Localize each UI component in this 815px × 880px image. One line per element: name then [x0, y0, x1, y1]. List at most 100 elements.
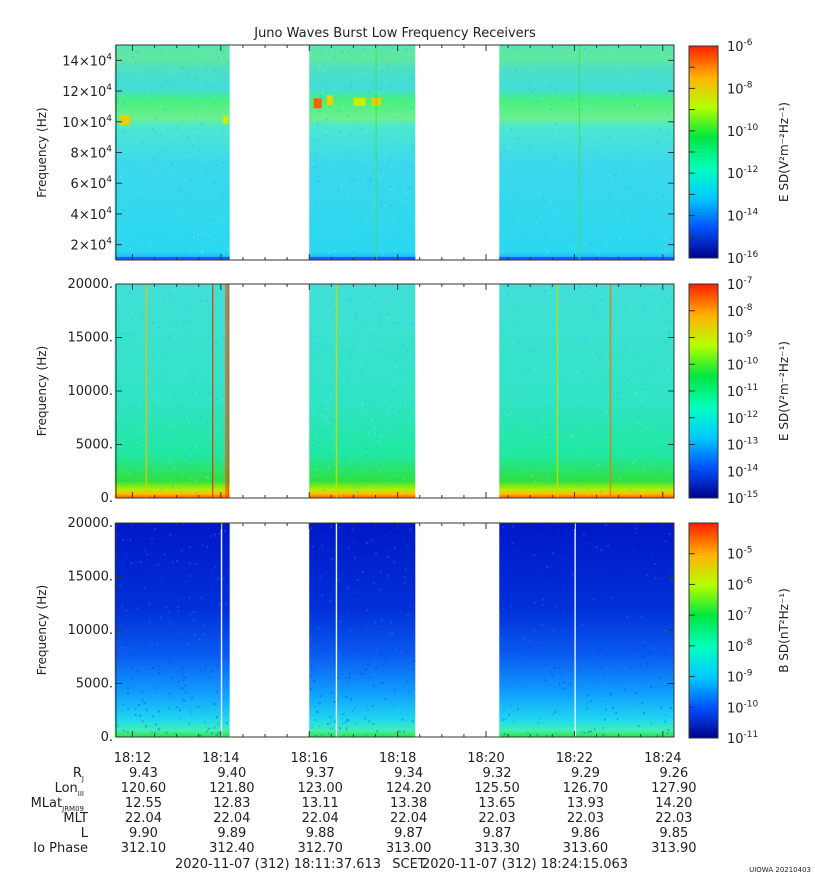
- speckle-texture: [309, 45, 415, 260]
- time-tick-label: 18:22: [556, 751, 593, 766]
- colorbar-tick-label: 10-5: [727, 546, 753, 563]
- colorbar-tick-label: 10-11: [727, 383, 758, 400]
- colorbar-tick-label: 10-6: [727, 576, 753, 593]
- colorbar-tick-label: 10-7: [727, 607, 753, 624]
- chart-title: Juno Waves Burst Low Frequency Receivers: [253, 26, 536, 41]
- time-tick-label: 18:20: [467, 751, 504, 766]
- colorbar-tick-label: 10-9: [727, 330, 753, 347]
- time-tick-label: 18:12: [114, 751, 151, 766]
- ephemeris-value: 22.03: [655, 811, 692, 826]
- ephemeris-value: 126.70: [563, 781, 609, 796]
- ephemeris-value: 123.00: [297, 781, 343, 796]
- ephemeris-value: 9.87: [394, 826, 423, 841]
- y-tick-label: 20000.: [68, 516, 114, 531]
- ephemeris-value: 12.83: [213, 796, 250, 811]
- ephemeris-value: 9.86: [571, 826, 600, 841]
- ephemeris-value: 22.04: [125, 811, 162, 826]
- data-segment: [309, 284, 416, 498]
- ephemeris-value: 22.04: [302, 811, 339, 826]
- time-axis: 18:12 18:14 18:16 18:18 18:20 18:22 18:24: [114, 751, 682, 766]
- ephemeris-value: 127.90: [651, 781, 697, 796]
- ephemeris-value: 313.90: [651, 841, 697, 856]
- ephemeris-value: 9.34: [394, 766, 423, 781]
- ephemeris-label: MLT: [63, 811, 88, 826]
- ephemeris-value: 13.38: [390, 796, 427, 811]
- speckle-texture: [309, 523, 416, 737]
- y-tick-label: 10×104: [62, 114, 112, 131]
- ephemeris-value: 9.29: [571, 766, 600, 781]
- ephemeris-value: 313.60: [563, 841, 609, 856]
- data-segment: [309, 45, 416, 260]
- emission-feature: [353, 97, 366, 106]
- y-tick-label: 0.: [101, 730, 113, 745]
- emission-line: [335, 284, 338, 498]
- emission-line: [556, 284, 559, 498]
- ephemeris-value: 9.88: [306, 826, 335, 841]
- emission-feature: [309, 256, 416, 260]
- ephemeris-label: Io Phase: [33, 841, 88, 856]
- ephemeris-value: 22.03: [567, 811, 604, 826]
- time-tick-label: 18:18: [379, 751, 416, 766]
- y-tick-label: 8×104: [71, 145, 113, 162]
- time-tick-label: 18:14: [202, 751, 239, 766]
- emission-line: [335, 523, 338, 737]
- ephemeris-value: 9.26: [659, 766, 688, 781]
- scet-label: SCET: [392, 857, 426, 872]
- emission-line: [220, 523, 223, 737]
- data-segment: [499, 45, 674, 260]
- colorbar-tick-label: 10-15: [727, 490, 758, 507]
- ephemeris-value: 121.80: [209, 781, 255, 796]
- ephemeris-value: 9.37: [306, 766, 335, 781]
- ephemeris-value: 13.93: [567, 796, 604, 811]
- emission-feature: [116, 256, 230, 260]
- ephemeris-value: 312.10: [121, 841, 167, 856]
- data-segment: [309, 523, 416, 737]
- emission-line: [375, 45, 377, 260]
- colorbar-tick-label: 10-7: [727, 276, 753, 293]
- y-tick-label: 0.: [101, 491, 113, 506]
- data-segment: [114, 284, 230, 498]
- y-axis-label: Frequency (Hz): [35, 585, 49, 676]
- ephemeris-value: 9.32: [483, 766, 512, 781]
- y-tick-label: 10000.: [68, 623, 114, 638]
- spectrogram-panels: 2×104 4×104 6×104 8×104 10×104 12×104 14×104 Fr…: [35, 38, 791, 747]
- y-axis-label: Frequency (Hz): [35, 346, 49, 437]
- y-axis-label: Frequency (Hz): [35, 107, 49, 198]
- time-range-start: 2020-11-07 (312) 18:11:37.613: [175, 857, 381, 872]
- emission-line: [145, 284, 148, 498]
- ephemeris-value: 14.20: [655, 796, 692, 811]
- colorbar-tick-label: 10-16: [727, 250, 759, 267]
- ephemeris-value: 9.89: [217, 826, 246, 841]
- colorbar-1: 10-6 10-8 10-10 10-12 10-14 10-16 E SD(V²m⁻²Hz…: [688, 38, 791, 267]
- emission-line: [225, 284, 227, 498]
- emission-feature: [120, 115, 131, 126]
- data-segment: [114, 523, 230, 737]
- ephemeris-label: L: [81, 826, 89, 841]
- ephemeris-value: 9.85: [659, 826, 688, 841]
- ephemeris-label: LonIII: [55, 781, 84, 798]
- y-tick-label: 14×104: [62, 52, 112, 69]
- ephemeris-value: 124.20: [386, 781, 432, 796]
- y-tick-label: 20000.: [68, 277, 114, 292]
- ephemeris-value: 22.03: [478, 811, 515, 826]
- ephemeris-value: 13.65: [478, 796, 515, 811]
- speckle-texture: [499, 284, 673, 498]
- credit-label: UIOWA 20210403: [749, 866, 811, 874]
- emission-line: [211, 284, 214, 498]
- speckle-texture: [114, 45, 230, 259]
- y-tick-label: 5000.: [76, 677, 113, 692]
- ephemeris-table: RJ 9.43 9.40 9.37 9.34 9.32 9.29 9.26 LonIII 120.…: [31, 766, 697, 856]
- emission-line: [227, 284, 229, 498]
- colorbar-tick-label: 10-8: [727, 303, 753, 320]
- spectrogram-panel-3: 20000. 15000. 10000. 5000. 0. Frequency (Hz): [35, 516, 675, 745]
- y-tick-label: 15000.: [68, 331, 114, 346]
- emission-feature: [326, 95, 333, 106]
- ephemeris-value: 9.43: [129, 766, 158, 781]
- ephemeris-value: 9.90: [129, 826, 158, 841]
- ephemeris-value: 12.55: [125, 796, 162, 811]
- colorbar-tick-label: 10-14: [727, 463, 759, 480]
- colorbar-2: 10-7 10-8 10-9 10-10 10-11 10-12 10-13 10-14 10-…: [688, 276, 791, 507]
- colorbar-tick-label: 10-10: [727, 123, 759, 140]
- ephemeris-value: 120.60: [121, 781, 167, 796]
